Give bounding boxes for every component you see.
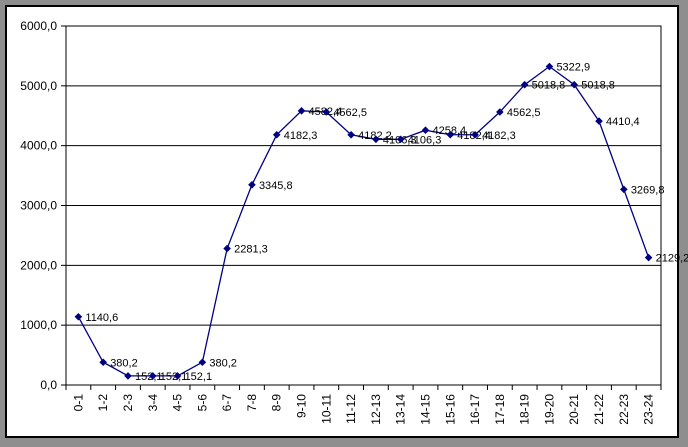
x-axis-label: 1-2	[96, 394, 110, 412]
data-point-label: 4258,4	[432, 125, 466, 137]
y-axis-label: 6000,0	[20, 19, 57, 33]
x-axis-label: 17-18	[493, 394, 507, 425]
x-axis-label: 13-14	[394, 394, 408, 425]
data-point-label: 5322,9	[556, 62, 590, 74]
data-point-label: 4182,3	[482, 130, 516, 142]
data-point-marker	[644, 253, 653, 262]
y-axis-label: 1000,0	[20, 318, 57, 332]
data-point-marker	[570, 80, 579, 89]
data-point-label: 4182,3	[284, 130, 318, 142]
data-point-label: 152,1	[185, 371, 213, 383]
data-point-marker	[322, 108, 331, 116]
data-point-label: 152,1	[135, 371, 163, 383]
data-point-marker	[545, 62, 554, 71]
data-point-marker	[620, 185, 628, 194]
data-point-marker	[272, 130, 281, 139]
x-axis-label: 20-21	[567, 394, 581, 425]
data-point-marker	[74, 312, 83, 321]
y-axis-label: 5000,0	[20, 79, 57, 93]
x-axis-label: 19-20	[542, 394, 556, 425]
data-point-label: 4182,2	[358, 130, 392, 142]
x-axis-label: 7-8	[245, 394, 259, 412]
x-axis-label: 4-5	[171, 394, 185, 412]
x-axis-label: 6-7	[220, 394, 234, 412]
x-axis-label: 23-24	[642, 394, 656, 425]
x-axis-label: 5-6	[195, 394, 209, 412]
data-point-marker	[248, 181, 256, 189]
x-axis-label: 0-1	[71, 394, 85, 412]
data-point-label: 3345,8	[259, 180, 293, 192]
x-axis-label: 10-11	[319, 394, 333, 424]
x-axis-label: 15-16	[443, 394, 457, 425]
data-point-label: 1140,6	[85, 312, 118, 324]
data-point-label: 3269,8	[631, 184, 665, 196]
data-point-marker	[198, 358, 207, 367]
x-axis-label: 12-13	[369, 394, 383, 425]
data-point-label: 4562,5	[507, 107, 541, 119]
data-point-label: 4410,4	[606, 116, 640, 128]
series-line	[77, 65, 650, 377]
x-axis-label: 2-3	[121, 394, 135, 412]
data-point-label: 152,1	[160, 371, 188, 383]
data-point-marker	[173, 372, 182, 380]
data-point-marker	[148, 372, 157, 380]
data-point-marker	[520, 80, 529, 89]
x-axis-label: 3-4	[146, 394, 160, 412]
data-point-label: 380,2	[209, 357, 237, 369]
data-point-label: 5018,8	[532, 80, 566, 92]
x-axis-label: 18-19	[518, 394, 532, 425]
x-axis-label: 16-17	[468, 394, 482, 425]
y-axis-label: 2000,0	[20, 258, 57, 272]
chart-canvas	[5, 5, 679, 438]
data-point-label: 2129,2	[656, 253, 688, 265]
x-axis-label: 14-15	[418, 394, 432, 425]
x-axis-label: 9-10	[295, 394, 309, 418]
data-point-marker	[446, 130, 455, 139]
x-axis-label: 8-9	[270, 394, 284, 412]
data-point-label: 5018,8	[581, 80, 615, 92]
data-point-marker	[396, 135, 405, 144]
data-point-label: 2281,3	[234, 244, 268, 256]
data-point-marker	[471, 130, 479, 139]
x-axis-label: 22-23	[617, 394, 631, 425]
x-axis-label: 21-22	[592, 394, 606, 425]
data-point-marker	[595, 117, 603, 125]
data-point-label: 380,2	[110, 357, 138, 369]
data-point-label: 4106,3	[408, 134, 442, 146]
y-axis-label: 4000,0	[20, 139, 57, 153]
data-point-marker	[223, 244, 231, 253]
y-axis-label: 3000,0	[20, 199, 57, 213]
data-point-marker	[496, 108, 504, 116]
data-point-marker	[347, 130, 355, 139]
data-point-label: 4562,5	[333, 107, 367, 119]
data-point-marker	[297, 107, 306, 115]
y-axis-label: 0,0	[40, 378, 57, 392]
data-point-marker	[421, 126, 430, 135]
data-point-marker	[372, 135, 380, 144]
x-axis-label: 11-12	[344, 394, 358, 424]
data-point-marker	[99, 358, 107, 367]
data-point-marker	[124, 372, 132, 380]
